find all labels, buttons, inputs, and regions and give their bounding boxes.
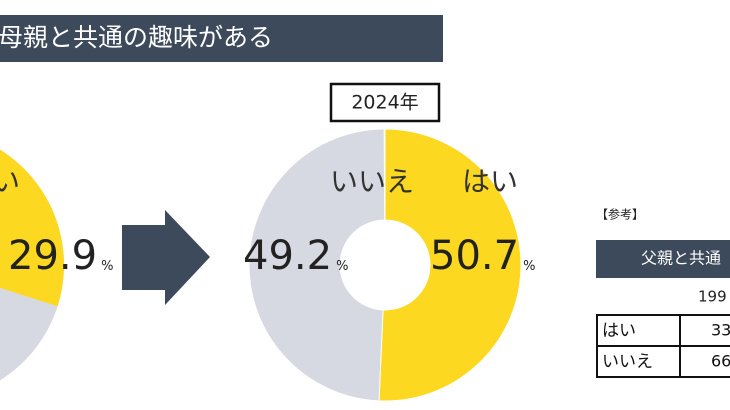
reference-year: 199	[698, 288, 727, 306]
value-unit: %	[336, 259, 348, 274]
year-label: 2024年	[351, 92, 418, 114]
pie-slice	[0, 149, 64, 307]
reference-bar	[596, 240, 730, 278]
table-cell: 33	[711, 321, 730, 340]
title-bar	[0, 15, 443, 62]
reference-title: 父親と共通	[641, 249, 721, 268]
table-cell: 66	[711, 352, 730, 371]
value-number: 50.7	[430, 233, 519, 279]
donut-slice	[248, 128, 386, 402]
table-cell: はい	[602, 321, 636, 341]
value-unit: %	[523, 259, 535, 274]
reference-label: 【参考】	[596, 207, 644, 222]
value-label: 50.7%	[430, 233, 535, 279]
value-unit: %	[101, 259, 113, 274]
category-label: いいえ	[330, 165, 414, 198]
category-label: はい	[462, 165, 518, 198]
donut-slice	[378, 128, 522, 402]
year-box	[329, 82, 441, 123]
arrow	[122, 210, 210, 305]
value-label: 29.9%	[8, 233, 113, 279]
category-label: い	[0, 165, 20, 198]
value-label: 49.2%	[243, 233, 348, 279]
value-number: 29.9	[8, 233, 97, 279]
value-number: 49.2	[243, 233, 332, 279]
table-cell: いいえ	[602, 352, 653, 372]
slide-title: 母親と共通の趣味がある	[0, 23, 273, 52]
